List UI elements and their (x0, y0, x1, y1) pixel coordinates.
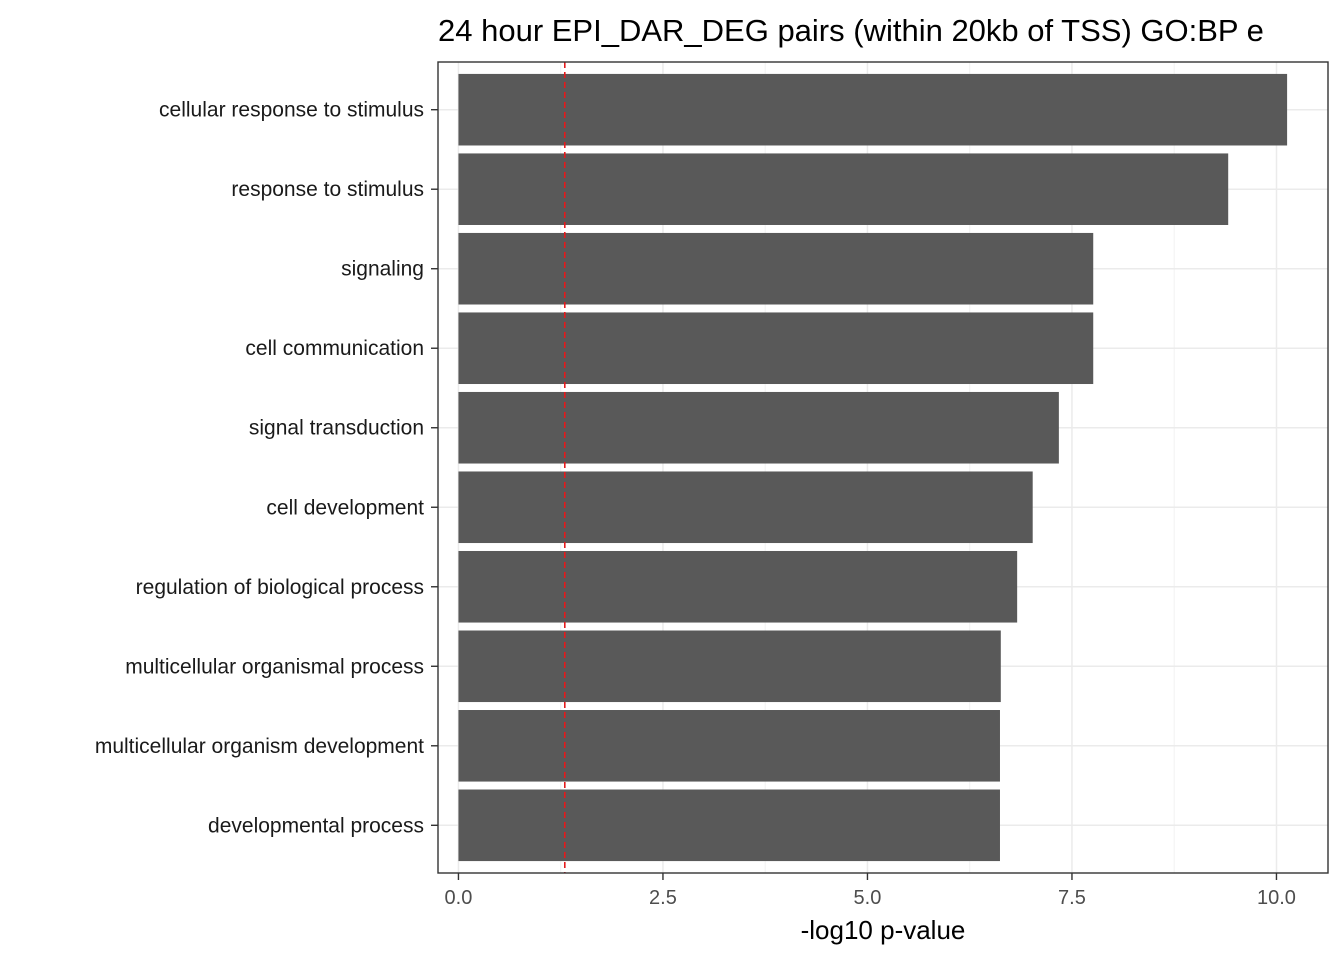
x-tick-label: 7.5 (1058, 887, 1086, 909)
bar (458, 550, 1018, 623)
bar (458, 471, 1033, 544)
category-label: regulation of biological process (136, 576, 424, 599)
category-label: response to stimulus (231, 178, 424, 201)
bar (458, 710, 1000, 782)
category-label: signal transduction (249, 417, 424, 440)
bar (458, 630, 1001, 703)
x-axis-title: -log10 p-value (801, 915, 966, 945)
y-axis: cellular response to stimulus response to… (95, 99, 438, 837)
category-label: cell communication (245, 337, 424, 360)
bar (458, 153, 1229, 225)
x-tick-label: 0.0 (445, 887, 473, 909)
bar (458, 232, 1094, 305)
category-label: multicellular organismal process (125, 655, 424, 678)
bar (458, 391, 1059, 464)
category-label: multicellular organism development (95, 735, 424, 758)
x-axis: 0.0 2.5 5.0 7.5 10.0 (445, 873, 1296, 909)
x-tick-label: 2.5 (649, 887, 677, 909)
category-label: cell development (266, 496, 424, 519)
bar (458, 312, 1094, 385)
x-tick-label: 5.0 (854, 887, 882, 909)
bar (458, 73, 1288, 146)
category-label: developmental process (208, 814, 424, 837)
chart-title: 24 hour EPI_DAR_DEG pairs (within 20kb o… (438, 13, 1264, 48)
x-tick-label: 10.0 (1257, 887, 1296, 909)
category-label: signaling (341, 258, 424, 281)
category-label: cellular response to stimulus (159, 99, 424, 122)
bar (458, 789, 1000, 862)
plot-panel-border (437, 61, 1329, 874)
